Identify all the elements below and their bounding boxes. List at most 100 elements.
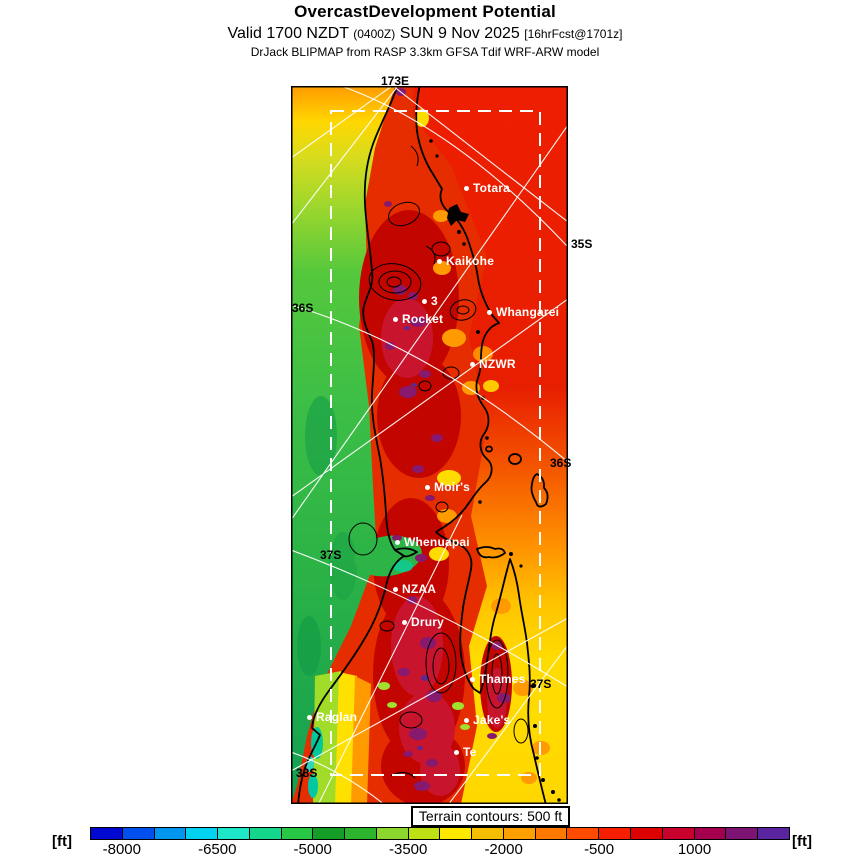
valid-fcst: [16hrFcst@1701z] bbox=[524, 26, 623, 41]
colorbar-tick--2000: -2000 bbox=[484, 841, 523, 858]
terrain-contours-text: Terrain contours: 500 ft bbox=[418, 808, 563, 824]
colorbar-segment bbox=[122, 828, 155, 839]
site-marker-moir-s: Moir's bbox=[425, 480, 470, 494]
colorbar-segment bbox=[186, 828, 219, 839]
site-marker-rocket: Rocket bbox=[393, 312, 443, 326]
colorbar-tick--8000: -8000 bbox=[102, 841, 141, 858]
site-dot-icon bbox=[422, 298, 427, 304]
site-label: Te bbox=[463, 745, 477, 759]
valid-time-line: Valid 1700 NZDT (0400Z) SUN 9 Nov 2025 [… bbox=[0, 25, 850, 43]
site-label: Moir's bbox=[434, 480, 471, 494]
model-source-line: DrJack BLIPMAP from RASP 3.3km GFSA Tdif… bbox=[250, 44, 600, 59]
site-label: 3 bbox=[431, 294, 438, 308]
site-dot-icon bbox=[454, 749, 459, 755]
site-label: Thames bbox=[479, 672, 526, 686]
coastal-clutter-layer bbox=[429, 139, 561, 802]
grid-label-37s: 37S bbox=[530, 677, 552, 691]
colorbar-segment bbox=[376, 828, 409, 839]
site-label: Whangarei bbox=[496, 305, 560, 319]
colorbar-segment bbox=[599, 828, 632, 839]
colorbar bbox=[90, 827, 790, 840]
valid-prefix: Valid 1700 NZDT bbox=[227, 24, 349, 42]
grid-label-36s: 36S bbox=[292, 301, 314, 315]
valid-date: SUN 9 Nov 2025 bbox=[399, 24, 520, 42]
site-marker-raglan: Raglan bbox=[307, 710, 357, 724]
colorbar-segment bbox=[91, 828, 123, 839]
site-label: Drury bbox=[411, 615, 445, 629]
site-dot-icon bbox=[393, 316, 398, 322]
colorbar-segment bbox=[662, 828, 695, 839]
colorbar-segment bbox=[567, 828, 600, 839]
colorbar-tick-1000: 1000 bbox=[677, 841, 712, 858]
site-marker-whangarei: Whangarei bbox=[487, 305, 559, 319]
colorbar-segment bbox=[218, 828, 250, 839]
colorbar-segment bbox=[758, 828, 789, 839]
site-dot-icon bbox=[470, 676, 475, 682]
colorbar-unit-right: [ft] bbox=[792, 833, 812, 850]
site-marker-drury: Drury bbox=[402, 615, 444, 629]
graticule-layer bbox=[291, 86, 568, 804]
map-border bbox=[291, 86, 568, 804]
colorbar-segment bbox=[249, 828, 282, 839]
grid-label-35s: 35S bbox=[571, 237, 593, 251]
site-dot-icon bbox=[393, 586, 398, 592]
site-dot-icon bbox=[402, 619, 407, 625]
coastline-layer bbox=[297, 86, 549, 804]
figure-header: OvercastDevelopment Potential Valid 1700… bbox=[0, 2, 850, 60]
site-label: Raglan bbox=[316, 710, 358, 724]
site-label: Jake's bbox=[473, 713, 511, 727]
site-dot-icon bbox=[307, 714, 312, 720]
site-label: Whenuapai bbox=[404, 535, 470, 549]
colorbar-unit-left: [ft] bbox=[52, 833, 72, 850]
site-dot-icon bbox=[425, 484, 430, 490]
colorbar-segment bbox=[313, 828, 346, 839]
site-dot-icon bbox=[437, 258, 442, 264]
site-dot-icon bbox=[464, 185, 469, 191]
colorbar-segment bbox=[154, 828, 187, 839]
site-label: NZAA bbox=[402, 582, 437, 596]
terrain-contours-note: Terrain contours: 500 ft bbox=[411, 806, 570, 827]
site-marker-nzwr: NZWR bbox=[470, 357, 516, 371]
colorbar-segment bbox=[281, 828, 314, 839]
grid-label-38s: 38S bbox=[296, 766, 318, 780]
site-dot-icon bbox=[395, 539, 400, 545]
site-marker-3: 3 bbox=[422, 294, 438, 308]
site-marker-jake-s: Jake's bbox=[464, 713, 510, 727]
site-marker-thames: Thames bbox=[470, 672, 526, 686]
site-dot-icon bbox=[487, 309, 492, 315]
colorbar-segment bbox=[694, 828, 727, 839]
colorbar-segment bbox=[535, 828, 568, 839]
site-dot-icon bbox=[464, 717, 469, 723]
colorbar-tick--3500: -3500 bbox=[388, 841, 428, 858]
grid-label-173e: 173E bbox=[381, 74, 410, 88]
site-marker-kaikohe: Kaikohe bbox=[437, 254, 494, 268]
colorbar-segment bbox=[440, 828, 473, 839]
colorbar-segment bbox=[726, 828, 759, 839]
colorbar-segment bbox=[408, 828, 441, 839]
site-label: Kaikohe bbox=[446, 254, 495, 268]
site-marker-whenuapai: Whenuapai bbox=[395, 535, 470, 549]
site-label: NZWR bbox=[479, 357, 516, 371]
grid-label-37s: 37S bbox=[320, 548, 342, 562]
site-label: Rocket bbox=[402, 312, 444, 326]
grid-label-36s: 36S bbox=[550, 456, 572, 470]
site-dot-icon bbox=[470, 361, 475, 367]
colorbar-tick--6500: -6500 bbox=[198, 841, 237, 858]
figure-title: OvercastDevelopment Potential bbox=[294, 2, 556, 21]
site-marker-totara: Totara bbox=[464, 181, 510, 195]
colorbar-tick--500: -500 bbox=[584, 841, 615, 858]
colorbar-segment bbox=[345, 828, 377, 839]
terrain-contour-layer bbox=[348, 145, 529, 779]
colorbar-segment bbox=[472, 828, 504, 839]
forecast-map bbox=[291, 86, 568, 804]
domain-box bbox=[330, 110, 541, 776]
site-label: Totara bbox=[473, 181, 510, 195]
colorbar-tick--5000: -5000 bbox=[293, 841, 332, 858]
site-marker-te: Te bbox=[454, 745, 477, 759]
site-marker-nzaa: NZAA bbox=[393, 582, 436, 596]
valid-zulu: (0400Z) bbox=[353, 26, 396, 41]
potential-field-layer bbox=[291, 86, 568, 804]
colorbar-segment bbox=[503, 828, 536, 839]
colorbar-segment bbox=[631, 828, 663, 839]
